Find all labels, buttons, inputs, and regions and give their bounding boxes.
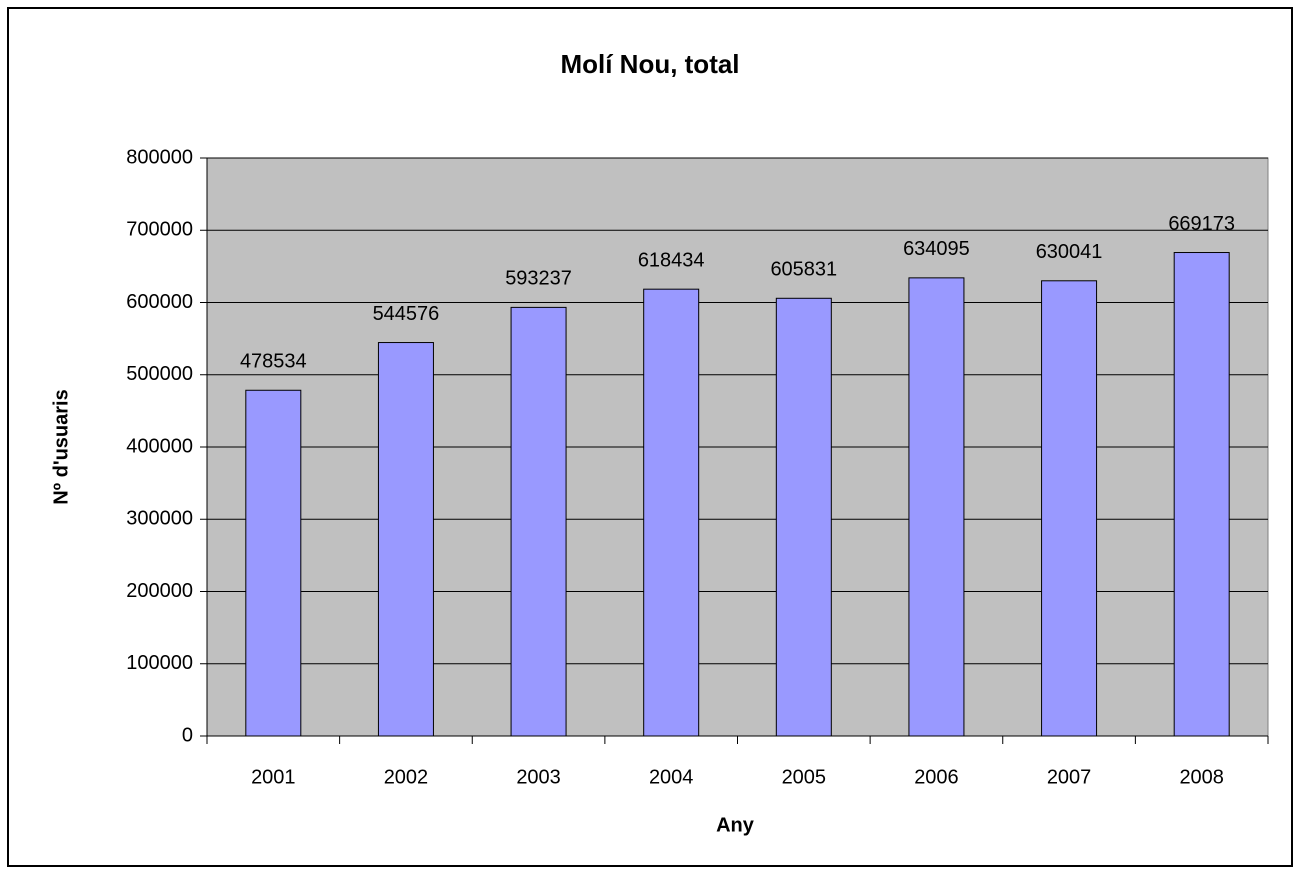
data-label: 630041 xyxy=(1036,241,1103,263)
bar xyxy=(1041,280,1098,737)
data-label: 544576 xyxy=(373,303,440,325)
y-tick-label: 600000 xyxy=(126,291,193,313)
x-tick-label: 2007 xyxy=(1047,766,1092,788)
y-tick-label: 400000 xyxy=(126,435,193,457)
y-tick-label: 200000 xyxy=(126,580,193,602)
x-tick-label: 2008 xyxy=(1179,766,1224,788)
y-axis-label: Nº d'usuaris xyxy=(50,389,72,504)
x-axis-label: Any xyxy=(716,814,755,836)
bar xyxy=(245,389,302,737)
data-label: 634095 xyxy=(903,238,970,260)
bar xyxy=(908,277,965,737)
y-tick-label: 800000 xyxy=(126,146,193,168)
data-label: 618434 xyxy=(638,249,705,271)
chart-title: Molí Nou, total xyxy=(560,49,739,79)
y-tick-label: 300000 xyxy=(126,508,193,530)
data-label: 478534 xyxy=(240,351,307,373)
x-tick-label: 2001 xyxy=(251,766,296,788)
data-label: 669173 xyxy=(1168,213,1235,235)
y-tick-label: 100000 xyxy=(126,652,193,674)
bar xyxy=(1173,252,1230,737)
y-tick-label: 0 xyxy=(182,724,193,746)
data-label: 593237 xyxy=(505,268,572,290)
bar xyxy=(775,297,832,737)
data-label: 605831 xyxy=(770,259,837,281)
x-tick-label: 2003 xyxy=(516,766,561,788)
bar xyxy=(643,288,700,737)
x-tick-label: 2006 xyxy=(914,766,959,788)
bar xyxy=(510,306,567,737)
bar xyxy=(377,342,434,737)
x-tick-label: 2002 xyxy=(384,766,429,788)
x-tick-label: 2005 xyxy=(782,766,827,788)
x-tick-label: 2004 xyxy=(649,766,694,788)
y-tick-label: 500000 xyxy=(126,363,193,385)
y-tick-label: 700000 xyxy=(126,219,193,241)
